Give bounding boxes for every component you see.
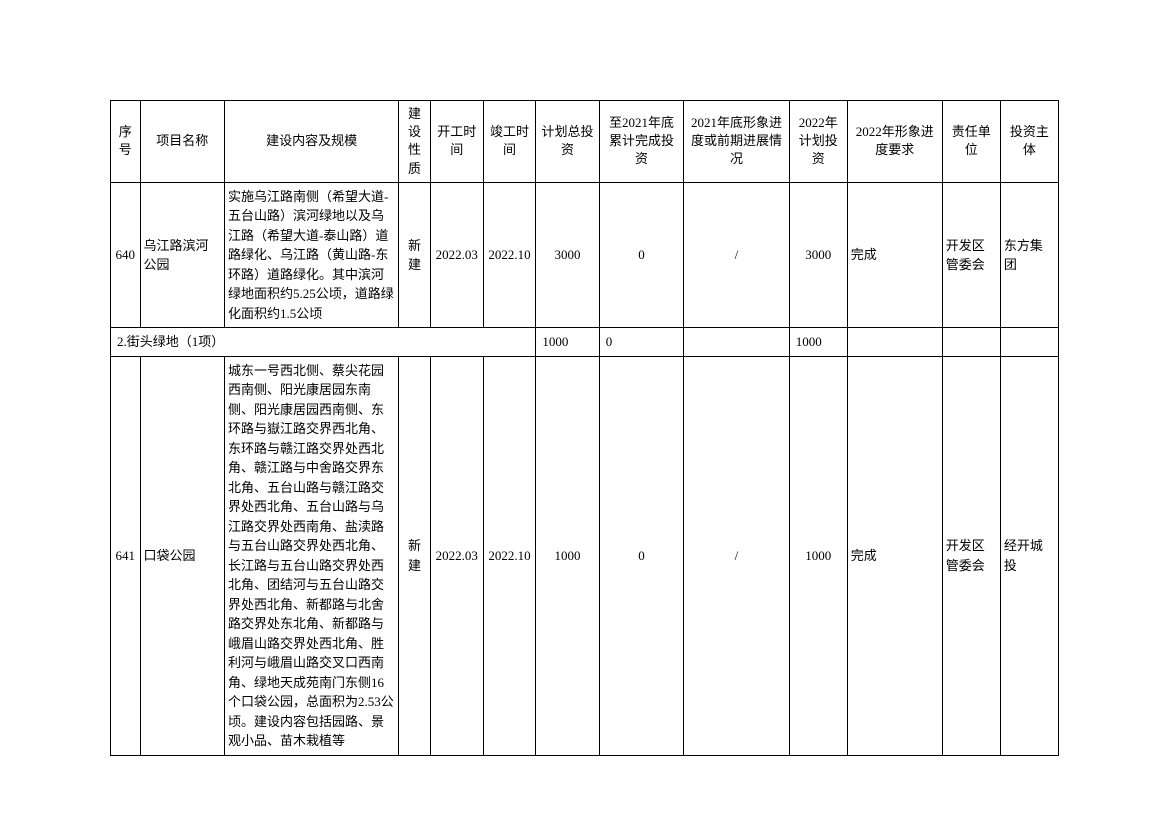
header-unit: 责任单位 bbox=[942, 101, 1000, 183]
header-done: 至2021年底累计完成投资 bbox=[599, 101, 683, 183]
header-start: 开工时间 bbox=[430, 101, 483, 183]
section-row: 2.街头绿地（1项） 1000 0 1000 bbox=[111, 328, 1059, 357]
project-table: 序号 项目名称 建设内容及规模 建设性质 开工时间 竣工时间 计划总投资 至20… bbox=[110, 100, 1059, 756]
section-plan2022: 1000 bbox=[789, 328, 847, 357]
header-investor: 投资主体 bbox=[1000, 101, 1058, 183]
cell-progress2021: / bbox=[684, 182, 790, 328]
cell-unit: 开发区管委会 bbox=[942, 356, 1000, 755]
header-end: 竣工时间 bbox=[483, 101, 536, 183]
header-progress2021: 2021年底形象进度或前期进展情况 bbox=[684, 101, 790, 183]
section-label: 2.街头绿地（1项） bbox=[111, 328, 536, 357]
section-done: 0 bbox=[599, 328, 683, 357]
cell-content: 城东一号西北侧、蔡尖花园西南侧、阳光康居园东南侧、阳光康居园西南侧、东环路与嶽江… bbox=[225, 356, 399, 755]
header-total: 计划总投资 bbox=[536, 101, 599, 183]
header-name: 项目名称 bbox=[140, 101, 224, 183]
cell-done: 0 bbox=[599, 356, 683, 755]
cell-unit: 开发区管委会 bbox=[942, 182, 1000, 328]
header-req2022: 2022年形象进度要求 bbox=[847, 101, 942, 183]
section-total: 1000 bbox=[536, 328, 599, 357]
cell-done: 0 bbox=[599, 182, 683, 328]
table-row: 641 口袋公园 城东一号西北侧、蔡尖花园西南侧、阳光康居园东南侧、阳光康居园西… bbox=[111, 356, 1059, 755]
header-nature: 建设性质 bbox=[399, 101, 431, 183]
cell-seq: 641 bbox=[111, 356, 141, 755]
cell-content: 实施乌江路南侧（希望大道-五台山路）滨河绿地以及乌江路（希望大道-泰山路）道路绿… bbox=[225, 182, 399, 328]
cell-seq: 640 bbox=[111, 182, 141, 328]
cell-nature: 新建 bbox=[399, 356, 431, 755]
cell-end: 2022.10 bbox=[483, 356, 536, 755]
cell-total: 1000 bbox=[536, 356, 599, 755]
section-empty3 bbox=[942, 328, 1000, 357]
section-empty1 bbox=[684, 328, 790, 357]
cell-plan2022: 1000 bbox=[789, 356, 847, 755]
section-empty2 bbox=[847, 328, 942, 357]
cell-end: 2022.10 bbox=[483, 182, 536, 328]
cell-investor: 东方集团 bbox=[1000, 182, 1058, 328]
cell-investor: 经开城投 bbox=[1000, 356, 1058, 755]
cell-start: 2022.03 bbox=[430, 356, 483, 755]
cell-plan2022: 3000 bbox=[789, 182, 847, 328]
table-row: 640 乌江路滨河公园 实施乌江路南侧（希望大道-五台山路）滨河绿地以及乌江路（… bbox=[111, 182, 1059, 328]
cell-req2022: 完成 bbox=[847, 182, 942, 328]
cell-total: 3000 bbox=[536, 182, 599, 328]
cell-name: 乌江路滨河公园 bbox=[140, 182, 224, 328]
cell-req2022: 完成 bbox=[847, 356, 942, 755]
header-plan2022: 2022年计划投资 bbox=[789, 101, 847, 183]
cell-nature: 新建 bbox=[399, 182, 431, 328]
section-empty4 bbox=[1000, 328, 1058, 357]
header-seq: 序号 bbox=[111, 101, 141, 183]
header-content: 建设内容及规模 bbox=[225, 101, 399, 183]
cell-start: 2022.03 bbox=[430, 182, 483, 328]
cell-progress2021: / bbox=[684, 356, 790, 755]
cell-name: 口袋公园 bbox=[140, 356, 224, 755]
header-row: 序号 项目名称 建设内容及规模 建设性质 开工时间 竣工时间 计划总投资 至20… bbox=[111, 101, 1059, 183]
